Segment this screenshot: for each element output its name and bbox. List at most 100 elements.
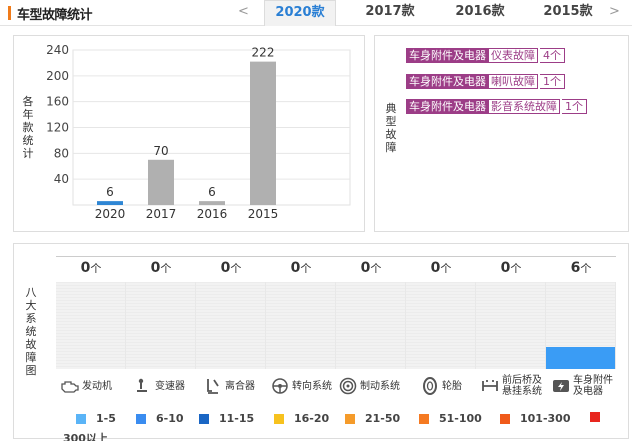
x-tick-label: 2020 (95, 207, 126, 221)
legend-swatch (345, 413, 355, 424)
eight-systems-label-char: 系 (25, 312, 37, 325)
system-count-value: 0 (500, 260, 511, 276)
legend-label: 300以上 (63, 432, 108, 441)
bar-value-label: 6 (208, 185, 216, 199)
system-name: 变速器 (155, 380, 185, 392)
system-column[interactable] (336, 282, 406, 369)
system-count-unit: 个 (300, 262, 312, 275)
system-count-unit: 个 (370, 262, 382, 275)
eight-systems-label-char: 图 (25, 364, 37, 377)
bar (250, 61, 276, 205)
typical-faults-label-char: 故 (385, 128, 397, 141)
eight-systems-label-char: 大 (25, 299, 37, 312)
system-fill-bar (546, 347, 615, 369)
system-label-gearbox[interactable]: 变速器 (133, 374, 185, 398)
fault-name: 仪表故障 (489, 48, 538, 63)
system-label-suspension[interactable]: 前后桥及 悬挂系统 (480, 374, 542, 398)
legend-item: 21-50 (345, 412, 400, 425)
eight-systems-label-char: 统 (25, 325, 37, 338)
fault-item[interactable]: 车身附件及电器 仪表故障 4个 (406, 48, 565, 63)
system-label-engine[interactable]: 发动机 (60, 374, 112, 398)
bar (199, 201, 225, 205)
system-column[interactable] (546, 282, 616, 369)
x-tick-label: 2017 (146, 207, 177, 221)
legend-swatch (590, 412, 600, 422)
system-label-electrics[interactable]: 车身附件 及电器 (551, 374, 613, 398)
legend-item: 6-10 (136, 412, 184, 425)
electrics-icon (551, 377, 571, 395)
y-tick-label: 120 (46, 121, 69, 135)
tab-2020[interactable]: 2020款 (264, 0, 336, 26)
legend-label: 101-300 (520, 412, 571, 425)
system-count-unit: 个 (230, 262, 242, 275)
bar-value-label: 222 (252, 46, 275, 60)
system-name: 转向系统 (292, 380, 332, 392)
system-name: 制动系统 (360, 380, 400, 392)
tab-2017[interactable]: 2017款 (365, 4, 415, 19)
system-name: 前后桥及 悬挂系统 (502, 375, 542, 397)
system-count: 0个 (126, 260, 196, 276)
y-tick-label: 80 (54, 146, 69, 160)
fault-count: 4个 (540, 48, 565, 63)
legend-swatch (199, 413, 209, 424)
systems-top-divider (56, 256, 616, 257)
fault-count: 1个 (540, 74, 565, 89)
system-count-value: 0 (150, 260, 161, 276)
legend-label: 11-15 (219, 412, 255, 425)
bar-value-label: 70 (153, 144, 168, 158)
system-count-value: 0 (220, 260, 231, 276)
system-count-value: 0 (360, 260, 371, 276)
system-column[interactable] (126, 282, 196, 369)
year-stats-label-char: 款 (22, 121, 34, 134)
fault-name: 喇叭故障 (489, 74, 538, 89)
y-tick-label: 240 (46, 43, 69, 57)
typical-faults-panel (374, 35, 629, 232)
system-count-value: 0 (430, 260, 441, 276)
system-name-line: 前后桥及 (502, 375, 542, 386)
legend-item: 11-15 (199, 412, 254, 425)
system-label-steering[interactable]: 转向系统 (270, 374, 332, 398)
gearbox-icon (133, 377, 153, 395)
system-column[interactable] (196, 282, 266, 369)
system-count-unit: 个 (510, 262, 522, 275)
bar-value-label: 6 (106, 185, 114, 199)
year-stats-label-char: 年 (22, 108, 34, 121)
legend-label: 21-50 (365, 412, 401, 425)
x-tick-label: 2015 (248, 207, 279, 221)
system-label-clutch[interactable]: 离合器 (203, 374, 255, 398)
system-column[interactable] (476, 282, 546, 369)
brake-icon (338, 377, 358, 395)
fault-item[interactable]: 车身附件及电器 影音系统故障 1个 (406, 99, 587, 114)
year-stats-label-char: 计 (22, 147, 34, 160)
system-count-value: 0 (80, 260, 91, 276)
legend-item (590, 412, 610, 422)
system-count-value: 0 (290, 260, 301, 276)
tab-2015[interactable]: 2015款 (543, 4, 593, 19)
system-column[interactable] (266, 282, 336, 369)
page-title: 车型故障统计 (17, 8, 93, 23)
y-tick-label: 160 (46, 95, 69, 109)
system-column[interactable] (56, 282, 126, 369)
system-label-tire[interactable]: 轮胎 (420, 374, 462, 398)
legend-label: 51-100 (439, 412, 482, 425)
tire-icon (420, 377, 440, 395)
system-count: 0个 (476, 260, 546, 276)
bar (97, 201, 123, 205)
system-name-line: 悬挂系统 (502, 386, 542, 397)
year-stats-label-char: 统 (22, 134, 34, 147)
fault-item[interactable]: 车身附件及电器 喇叭故障 1个 (406, 74, 565, 89)
system-count-unit: 个 (580, 262, 592, 275)
legend-item: 1-5 (76, 412, 116, 425)
legend-swatch (274, 413, 284, 424)
system-name: 轮胎 (442, 380, 462, 392)
typical-faults-label: 典 型 故 障 (384, 102, 398, 154)
system-label-brake[interactable]: 制动系统 (338, 374, 400, 398)
tab-2016[interactable]: 2016款 (455, 4, 505, 19)
system-name: 发动机 (82, 380, 112, 392)
legend-label: 16-20 (294, 412, 330, 425)
system-count: 0个 (56, 260, 126, 276)
prev-arrow-icon[interactable]: < (238, 4, 249, 19)
next-arrow-icon[interactable]: > (609, 4, 620, 19)
system-column[interactable] (406, 282, 476, 369)
legend-item: 16-20 (274, 412, 329, 425)
